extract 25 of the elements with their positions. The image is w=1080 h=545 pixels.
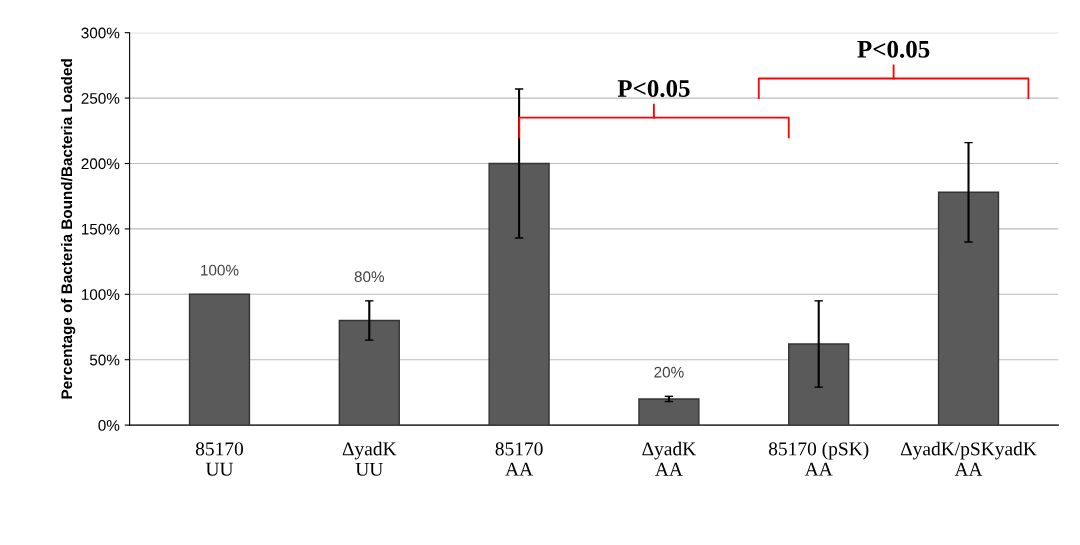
x-tick-label: 85170 (pSK) AA xyxy=(768,441,869,476)
annotation: P<0.05 xyxy=(857,40,930,58)
y-tick-label: 50% xyxy=(89,354,120,366)
x-tick-label: 85170 UU xyxy=(195,442,244,476)
y-axis-title: Percentage of Bacteria Bound/Bacteria Loaded xyxy=(60,59,76,399)
bar xyxy=(338,319,400,426)
y-tick-label: 0% xyxy=(98,419,120,431)
x-tick-label: ΔyadK AA xyxy=(642,441,697,476)
data-label: 20% xyxy=(654,366,684,378)
annotation: P<0.05 xyxy=(617,80,690,98)
y-tick-label: 300% xyxy=(81,27,120,39)
bar xyxy=(788,343,850,426)
data-label: 100% xyxy=(201,264,239,276)
bar xyxy=(488,162,550,426)
y-tick-label: 250% xyxy=(81,92,120,104)
bar xyxy=(638,398,700,426)
bar xyxy=(937,191,1000,426)
bar xyxy=(188,293,251,426)
x-tick-label: ΔyadK UU xyxy=(342,441,397,476)
x-tick-label: ΔyadK/pSKyadK AA xyxy=(900,441,1037,476)
y-tick-label: 100% xyxy=(81,289,120,300)
x-tick-label: 85170 AA xyxy=(495,442,543,476)
data-label: 80% xyxy=(354,271,385,283)
y-tick-label: 150% xyxy=(81,223,120,235)
y-tick-label: 200% xyxy=(81,158,120,170)
